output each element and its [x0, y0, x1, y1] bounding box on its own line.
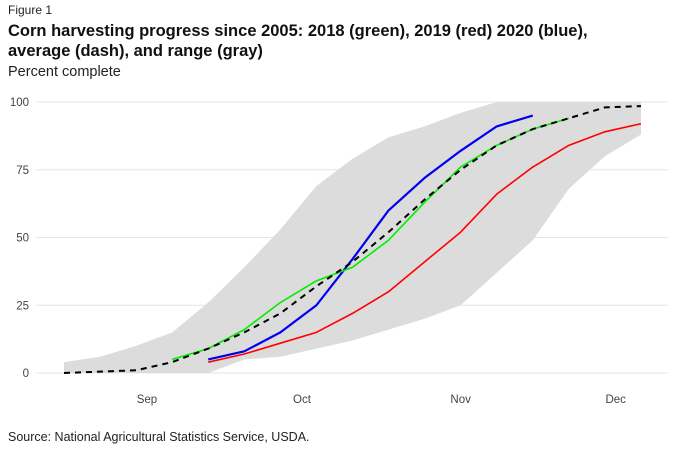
x-tick-dec: Dec [605, 394, 626, 406]
range-band-area [64, 102, 641, 373]
chart-title: Corn harvesting progress since 2005: 201… [8, 22, 588, 60]
series-line-2020 [207, 114, 534, 361]
y-tick-50: 50 [16, 233, 29, 245]
range-band [64, 102, 641, 373]
x-tick-nov: Nov [450, 394, 471, 406]
x-tick-labels: Sep Oct Nov Dec [137, 394, 626, 406]
y-tick-25: 25 [16, 300, 29, 312]
y-tick-75: 75 [16, 165, 29, 177]
y-tick-labels: 0 25 50 75 100 [10, 97, 29, 380]
source-note: Source: National Agricultural Statistics… [8, 430, 310, 444]
figure-label: Figure 1 [8, 3, 53, 17]
x-tick-sep: Sep [137, 394, 157, 406]
y-tick-100: 100 [10, 97, 29, 109]
series-line-2019 [208, 122, 642, 363]
x-tick-oct: Oct [293, 394, 312, 406]
series-lines [63, 105, 642, 374]
series-line-average [63, 105, 641, 374]
y-axis-label: Percent complete [8, 64, 121, 80]
y-tick-0: 0 [23, 368, 29, 380]
